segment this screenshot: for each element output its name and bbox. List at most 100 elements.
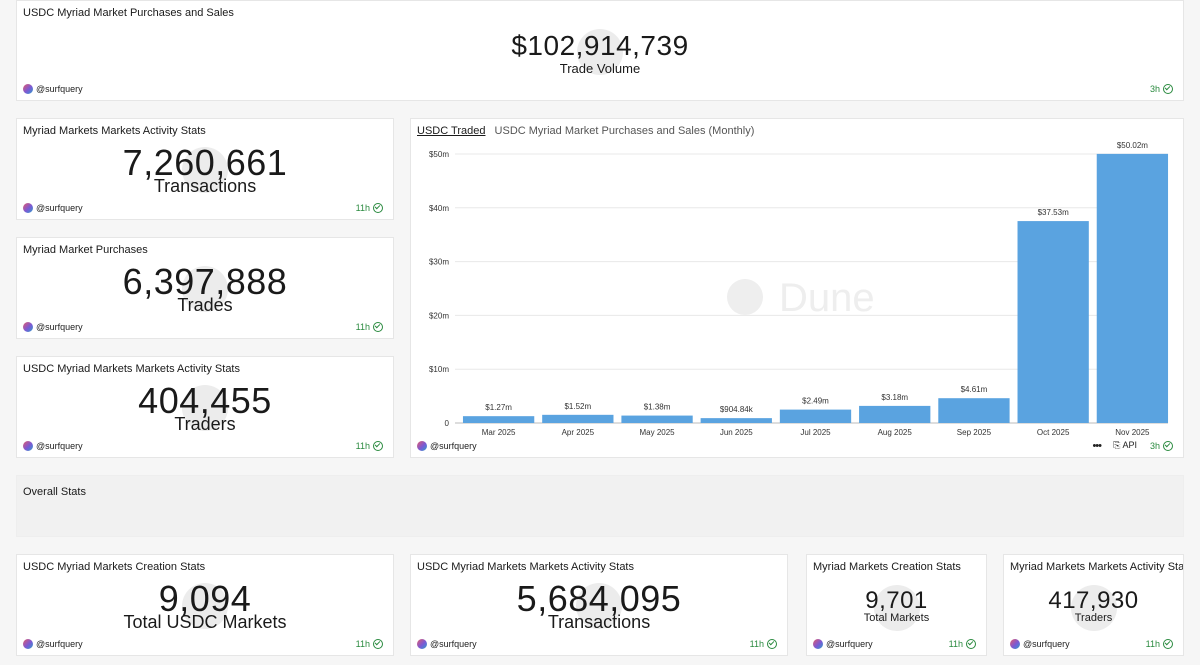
dune-watermark-text: Dune xyxy=(779,276,875,320)
watermark-icon xyxy=(873,585,920,631)
counter-value: 9,094 xyxy=(158,578,252,619)
tab-monthly-chart[interactable]: USDC Myriad Market Purchases and Sales (… xyxy=(494,125,755,137)
x-axis-labels: Mar 2025 Apr 2025 May 2025 Jun 2025 Jul 2025… xyxy=(482,428,1150,437)
counter: 404,455 Traders xyxy=(17,383,393,434)
watermark-icon xyxy=(182,147,228,193)
author-name: @surfquery xyxy=(36,203,83,213)
api-button[interactable]: ⎘ API xyxy=(1113,440,1137,450)
watermark-icon xyxy=(182,266,228,312)
bar xyxy=(859,405,931,423)
refresh-status[interactable]: 3h xyxy=(1150,441,1173,451)
chart-tabs: USDC Traded USDC Myriad Market Purchases… xyxy=(417,125,754,137)
refresh-status[interactable]: 11h xyxy=(1146,639,1173,649)
chart-card: USDC Traded USDC Myriad Market Purchases… xyxy=(410,118,1184,458)
age-label: 11h xyxy=(948,639,963,649)
watermark-icon xyxy=(576,583,622,629)
check-icon xyxy=(966,639,976,649)
author-name: @surfquery xyxy=(430,639,477,649)
avatar xyxy=(417,441,427,451)
avatar xyxy=(23,203,33,213)
author-name: @surfquery xyxy=(36,84,83,94)
author-link[interactable]: @surfquery xyxy=(23,322,83,332)
more-options-icon[interactable]: ••• xyxy=(1092,440,1102,452)
x-tick-label: Mar 2025 xyxy=(482,428,516,437)
card-title[interactable]: Myriad Markets Markets Activity Stats xyxy=(23,125,206,137)
trade-volume-card: USDC Myriad Market Purchases and Sales $… xyxy=(16,0,1184,101)
tab-usdc-traded[interactable]: USDC Traded xyxy=(417,125,486,137)
check-icon xyxy=(1163,84,1173,94)
data-label: $50.02m xyxy=(1117,141,1148,150)
data-label: $4.61m xyxy=(961,385,988,394)
card-title[interactable]: USDC Myriad Markets Markets Activity Sta… xyxy=(23,363,240,375)
check-icon xyxy=(373,639,383,649)
refresh-status[interactable]: 11h xyxy=(356,203,383,213)
author-link[interactable]: @surfquery xyxy=(23,639,83,649)
y-tick-label: 0 xyxy=(445,419,450,428)
author-link[interactable]: @surfquery xyxy=(813,639,873,649)
card-title[interactable]: Myriad Market Purchases xyxy=(23,244,148,256)
age-label: 11h xyxy=(749,639,764,649)
check-icon xyxy=(767,639,777,649)
bar xyxy=(542,414,614,423)
card-title[interactable]: Myriad Markets Creation Stats xyxy=(813,561,961,573)
card-title[interactable]: USDC Myriad Markets Creation Stats xyxy=(23,561,206,573)
data-label: $1.52m xyxy=(564,402,591,411)
bar xyxy=(462,416,535,423)
counter-label: Total Markets xyxy=(863,612,930,624)
x-tick-label: Sep 2025 xyxy=(957,428,992,437)
counter-label: Trades xyxy=(177,295,233,315)
x-tick-label: Apr 2025 xyxy=(562,428,595,437)
refresh-status[interactable]: 3h xyxy=(1150,84,1173,94)
transactions-card: Myriad Markets Markets Activity Stats 7,… xyxy=(16,118,394,220)
age-label: 11h xyxy=(355,441,370,451)
refresh-status[interactable]: 11h xyxy=(949,639,976,649)
y-tick-label: $10m xyxy=(429,365,449,374)
x-tick-label: Nov 2025 xyxy=(1115,428,1150,437)
check-icon xyxy=(373,203,383,213)
y-tick-label: $20m xyxy=(429,311,449,320)
author-link[interactable]: @surfquery xyxy=(23,203,83,213)
author-link[interactable]: @surfquery xyxy=(417,441,477,451)
y-tick-label: $50m xyxy=(429,150,449,159)
usdc-transactions-card: USDC Myriad Markets Markets Activity Sta… xyxy=(410,554,788,656)
counter-label: Traders xyxy=(1074,612,1113,624)
counter: 9,701 Total Markets xyxy=(807,589,986,624)
age-label: 3h xyxy=(1149,84,1160,94)
counter: 417,930 Traders xyxy=(1004,589,1183,624)
card-title[interactable]: USDC Myriad Markets Markets Activity Sta… xyxy=(417,561,634,573)
refresh-status[interactable]: 11h xyxy=(356,639,383,649)
author-link[interactable]: @surfquery xyxy=(23,441,83,451)
author-name: @surfquery xyxy=(1023,639,1070,649)
data-label: $2.49m xyxy=(802,397,829,406)
check-icon xyxy=(1163,441,1173,451)
refresh-status[interactable]: 11h xyxy=(750,639,777,649)
refresh-status[interactable]: 11h xyxy=(356,441,383,451)
avatar xyxy=(417,639,427,649)
card-title[interactable]: USDC Myriad Market Purchases and Sales xyxy=(23,7,234,19)
avatar xyxy=(1010,639,1020,649)
refresh-status[interactable]: 11h xyxy=(356,322,383,332)
avatar xyxy=(813,639,823,649)
author-link[interactable]: @surfquery xyxy=(23,84,83,94)
bar xyxy=(700,418,772,423)
author-name: @surfquery xyxy=(36,639,83,649)
counter-label: Transactions xyxy=(153,176,257,196)
total-markets-card: Myriad Markets Creation Stats 9,701 Tota… xyxy=(806,554,987,656)
y-tick-label: $30m xyxy=(429,258,449,267)
data-labels: $1.27m $1.52m $1.38m $904.84k $2.49m $3.18m $4… xyxy=(485,141,1148,414)
counter: 6,397,888 Trades xyxy=(17,264,393,315)
usdc-markets-card: USDC Myriad Markets Creation Stats 9,094… xyxy=(16,554,394,656)
author-name: @surfquery xyxy=(430,441,477,451)
counter-value: 7,260,661 xyxy=(122,142,288,183)
counter-value: 9,701 xyxy=(865,587,928,614)
author-link[interactable]: @surfquery xyxy=(1010,639,1070,649)
author-name: @surfquery xyxy=(826,639,873,649)
card-title[interactable]: Myriad Markets Markets Activity Stats xyxy=(1010,561,1184,573)
trades-card: Myriad Market Purchases 6,397,888 Trades… xyxy=(16,237,394,339)
avatar xyxy=(23,441,33,451)
counter-value: 417,930 xyxy=(1048,587,1139,614)
data-label: $904.84k xyxy=(720,405,754,414)
author-link[interactable]: @surfquery xyxy=(417,639,477,649)
avatar xyxy=(23,84,33,94)
age-label: 11h xyxy=(355,639,370,649)
